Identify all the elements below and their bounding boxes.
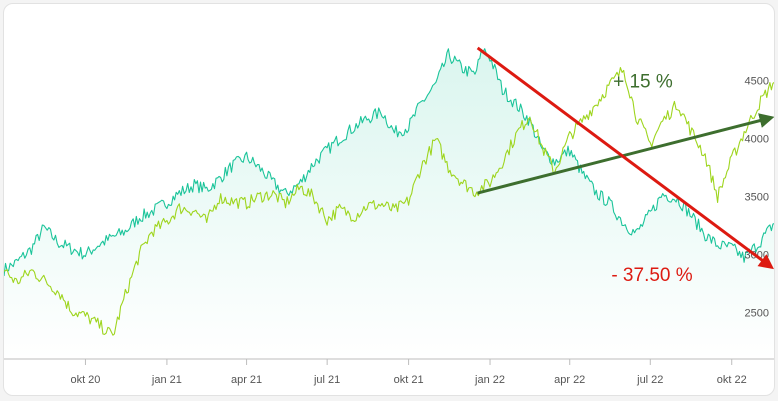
x-tick-label: jul 22	[636, 374, 663, 386]
y-tick-label: 4500	[745, 75, 769, 87]
series-1-area	[4, 48, 774, 359]
area-layer	[4, 48, 774, 359]
x-tick-label: apr 21	[231, 374, 262, 386]
trend-arrow-1	[477, 113, 774, 195]
y-tick-label: 3500	[745, 192, 769, 204]
line-chart: okt 20 jan 21 apr 21 jul 21 okt 21 jan 22 apr …	[4, 46, 774, 386]
trend-arrow-2	[476, 46, 774, 270]
x-tick-label: jul 21	[313, 374, 340, 386]
series-1-line	[4, 48, 774, 277]
trend-label-2: - 37.50 %	[611, 265, 692, 286]
trend-label-1: + 15 %	[613, 71, 673, 92]
x-tick-label: apr 22	[554, 374, 585, 386]
series-lines	[4, 48, 774, 336]
x-tick-label: jan 22	[474, 374, 505, 386]
x-tick-label: okt 21	[394, 374, 424, 386]
y-tick-label: 2500	[745, 308, 769, 320]
x-tick-label: okt 20	[70, 374, 100, 386]
x-tick-label: okt 22	[717, 374, 747, 386]
y-tick-label: 4000	[745, 133, 769, 145]
series-2-line	[4, 66, 774, 336]
trend-annotations: + 15 % - 37.50 %	[476, 46, 774, 286]
chart-card: okt 20 jan 21 apr 21 jul 21 okt 21 jan 22 apr …	[3, 3, 775, 396]
x-tick-label: jan 21	[151, 374, 182, 386]
x-axis: okt 20 jan 21 apr 21 jul 21 okt 21 jan 22 apr …	[4, 358, 774, 386]
